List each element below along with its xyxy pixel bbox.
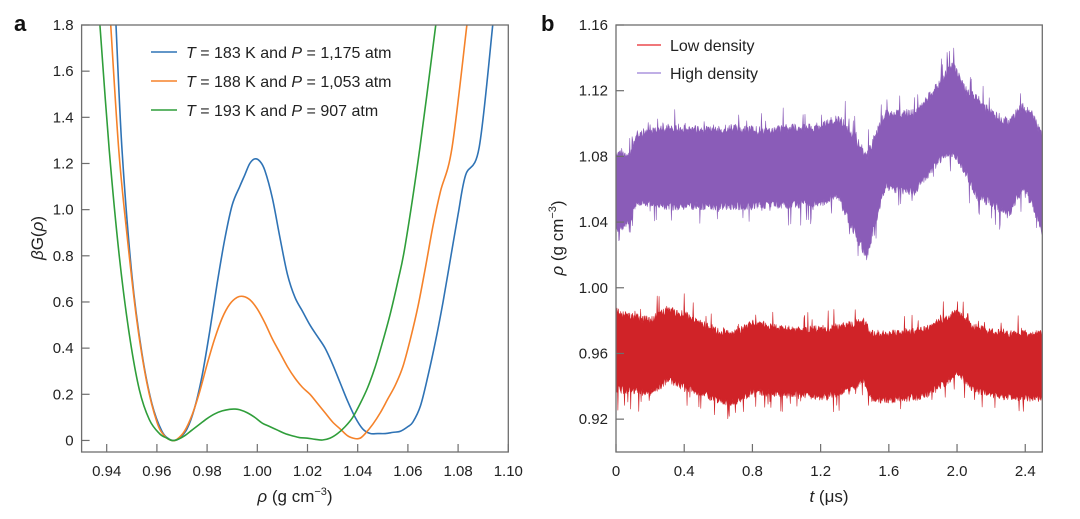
legend-label: Low density	[670, 38, 755, 55]
y-label-symbol: ρ	[548, 266, 567, 277]
y-tick-label: 0.2	[53, 386, 74, 403]
panel-b-axes-frame	[615, 24, 1043, 453]
legend-text-part: = 183 K and	[196, 45, 292, 62]
y-tick-label: 1.04	[579, 214, 608, 231]
y-tick-label: 0.92	[579, 411, 608, 428]
x-tick-label: 0.98	[192, 463, 221, 480]
x-label-unit: (μs)	[814, 487, 848, 506]
y-tick-label: 0	[65, 432, 73, 449]
x-tick-label: 1.6	[878, 463, 899, 480]
panel-b: b 0.92 0.96 1.00 1.04 1.08 1.12 1.16 0 0.4 0.8 1.…	[541, 11, 1043, 506]
series-band-low-density	[616, 293, 1043, 420]
legend-text-part: T	[186, 45, 197, 62]
y-tick-label: 0.4	[53, 340, 74, 357]
legend-item: Low density	[637, 38, 755, 55]
panel-a-label: a	[14, 11, 27, 36]
y-tick-label: 1.16	[579, 17, 608, 34]
y-tick-label: 1.0	[53, 202, 74, 219]
x-label-close: )	[327, 487, 333, 506]
y-tick-label: 1.2	[53, 155, 74, 172]
y-label-exponent: −3	[547, 206, 559, 219]
legend-text-part: = 1,175 atm	[302, 45, 391, 62]
x-tick-label: 0.96	[142, 463, 171, 480]
y-tick-label: 1.12	[579, 83, 608, 100]
panel-a-x-axis-label: ρ (g cm−3)	[256, 486, 332, 506]
legend-text-part: = 188 K and	[196, 74, 292, 91]
legend-item: T = 188 K and P = 1,053 atm	[151, 74, 391, 91]
x-tick-label: 0	[612, 463, 620, 480]
legend-label: High density	[670, 66, 758, 83]
x-label-symbol: ρ	[256, 487, 267, 506]
legend-text-part: T	[186, 103, 197, 120]
panel-a-series-group	[99, 25, 494, 442]
y-tick-label: 1.6	[53, 63, 74, 80]
y-label-unit: (g cm	[548, 219, 567, 266]
y-tick-label: 1.00	[579, 280, 608, 297]
legend-item: T = 183 K and P = 1,175 atm	[151, 45, 391, 62]
panel-a-axes-frame	[80, 24, 509, 453]
panel-a-x-ticks: 0.94 0.96 0.98 1.00 1.02 1.04 1.06 1.08 1.10	[92, 444, 523, 480]
panel-b-y-axis-label: ρ (g cm−3)	[547, 200, 567, 276]
x-tick-label: 1.2	[810, 463, 831, 480]
panel-b-series-group	[616, 47, 1043, 420]
panel-b-legend: Low density High density	[637, 38, 758, 83]
panel-a-y-axis-label: βG(ρ)	[28, 216, 47, 261]
y-label-g: G(	[28, 231, 47, 250]
panel-a: a 00.20.40.60.81.01.21.41.61.8 0.94 0.96 0…	[14, 11, 523, 506]
x-tick-label: 2.0	[947, 463, 968, 480]
panel-b-x-axis-label: t (μs)	[809, 487, 848, 506]
panel-b-y-ticks: 0.92 0.96 1.00 1.04 1.08 1.12 1.16	[579, 17, 624, 428]
x-tick-label: 1.08	[443, 463, 472, 480]
x-tick-label: 1.10	[494, 463, 523, 480]
y-tick-label: 0.8	[53, 248, 74, 265]
legend-text-part: P	[291, 74, 302, 91]
legend-item: High density	[637, 66, 758, 83]
y-tick-label: 0.6	[53, 294, 74, 311]
x-tick-label: 1.00	[243, 463, 272, 480]
x-label-exponent: −3	[314, 486, 327, 498]
x-tick-label: 1.02	[293, 463, 322, 480]
y-label-close: )	[28, 216, 47, 222]
y-label-rho: ρ	[28, 221, 47, 232]
legend-text-part: P	[291, 45, 302, 62]
x-label-symbol: t	[809, 487, 815, 506]
x-tick-label: 0.4	[674, 463, 695, 480]
legend-text-part: = 193 K and	[196, 103, 292, 120]
x-label-unit: (g cm	[267, 487, 314, 506]
legend-item: T = 193 K and P = 907 atm	[151, 103, 378, 120]
legend-text-part: = 1,053 atm	[302, 74, 391, 91]
x-tick-label: 1.06	[393, 463, 422, 480]
x-tick-label: 0.94	[92, 463, 121, 480]
panel-b-label: b	[541, 11, 554, 36]
legend-label: T = 193 K and P = 907 atm	[186, 103, 378, 120]
legend-label: T = 188 K and P = 1,053 atm	[186, 74, 391, 91]
y-tick-label: 1.8	[53, 17, 74, 34]
legend-text-part: T	[186, 74, 197, 91]
x-tick-label: 0.8	[742, 463, 763, 480]
y-tick-label: 1.4	[53, 109, 74, 126]
panel-b-x-ticks: 0 0.4 0.8 1.2 1.6 2.0 2.4	[612, 444, 1036, 480]
panel-a-y-ticks: 0 0.2 0.4 0.6 0.8 1.0 1.2 1.4 1.6 1.8	[53, 17, 90, 449]
x-tick-label: 2.4	[1015, 463, 1036, 480]
y-label-beta: β	[28, 250, 47, 261]
series-band-high-density	[616, 47, 1043, 261]
legend-label: T = 183 K and P = 1,175 atm	[186, 45, 391, 62]
x-tick-label: 1.04	[343, 463, 372, 480]
series-line-3	[99, 25, 437, 442]
y-label-close: )	[548, 200, 567, 206]
legend-text-part: = 907 atm	[302, 103, 378, 120]
y-tick-label: 0.96	[579, 345, 608, 362]
legend-text-part: P	[291, 103, 302, 120]
y-tick-label: 1.08	[579, 148, 608, 165]
